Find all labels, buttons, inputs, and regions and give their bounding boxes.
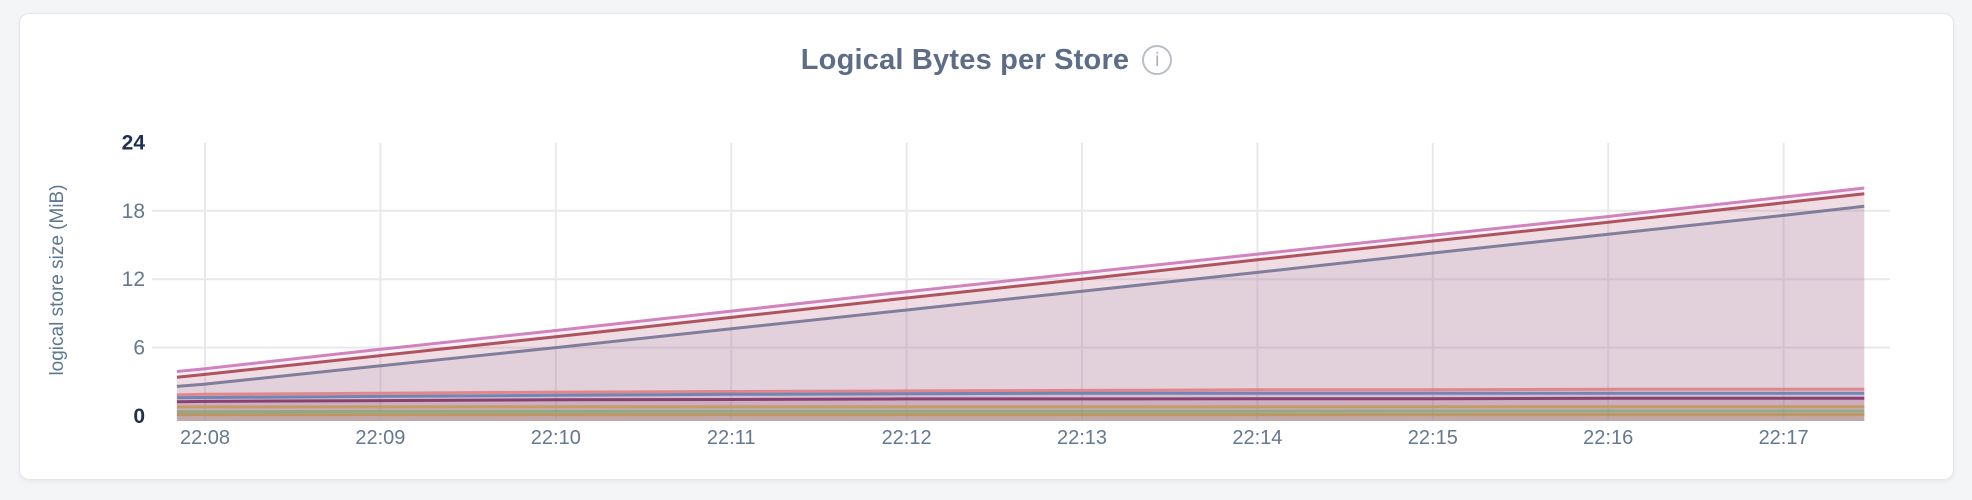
chart-title: Logical Bytes per Store [800,44,1130,76]
chart-header: Logical Bytes per Store i [20,43,1953,77]
info-icon[interactable]: i [1142,45,1173,75]
chart-card: Logical Bytes per Store i [19,13,1954,480]
